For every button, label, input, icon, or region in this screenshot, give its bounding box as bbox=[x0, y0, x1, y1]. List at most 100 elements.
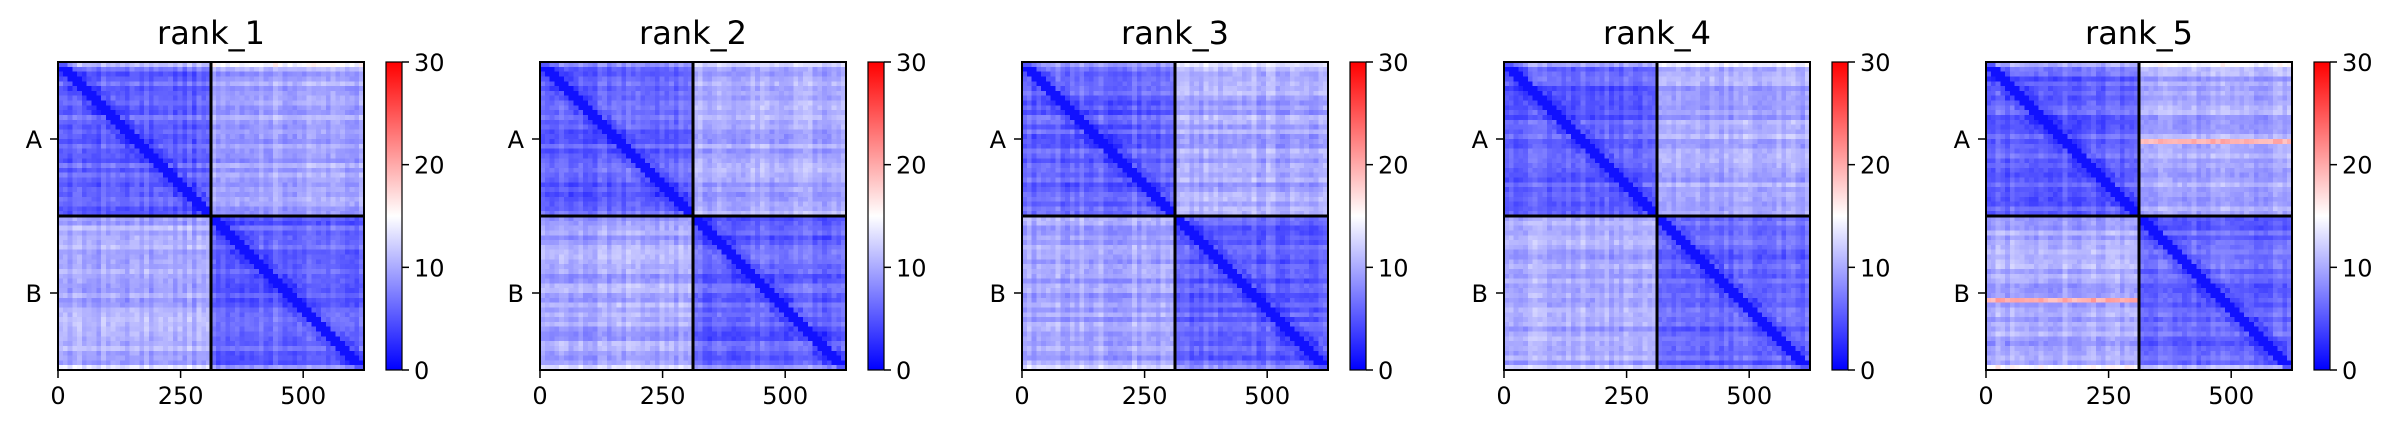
heatmap-cell bbox=[707, 95, 713, 102]
heatmap-cell bbox=[616, 81, 622, 87]
heatmap-cell bbox=[115, 283, 121, 289]
heatmap-cell bbox=[105, 254, 112, 260]
x-tick-label: 0 bbox=[50, 382, 65, 410]
heatmap-cell bbox=[297, 235, 303, 241]
heatmap-cell bbox=[91, 341, 97, 347]
colorbar-tick-label: 30 bbox=[414, 49, 445, 77]
heatmap-cell bbox=[297, 293, 303, 299]
heatmap-cell bbox=[320, 254, 327, 260]
heatmap-cell bbox=[58, 114, 64, 121]
heatmap-cell bbox=[263, 148, 269, 155]
heatmap-cell bbox=[254, 163, 260, 169]
heatmap-cell bbox=[254, 201, 260, 207]
heatmap-cell bbox=[220, 167, 226, 174]
heatmap-cell bbox=[115, 326, 121, 333]
heatmap-cell bbox=[201, 259, 207, 265]
heatmap-cell bbox=[798, 100, 804, 106]
heatmap-cell bbox=[230, 71, 236, 78]
heatmap-cell bbox=[287, 201, 293, 207]
heatmap-cell bbox=[630, 76, 637, 82]
heatmap-cell bbox=[167, 283, 174, 289]
heatmap-cells bbox=[58, 62, 365, 371]
heatmap-cell bbox=[330, 134, 336, 140]
heatmap-cell bbox=[320, 360, 327, 366]
heatmap-cell bbox=[306, 114, 313, 121]
heatmap-cell bbox=[62, 225, 69, 232]
heatmap-cell bbox=[249, 283, 255, 289]
heatmap-cell bbox=[91, 81, 97, 87]
heatmap-cell bbox=[540, 105, 546, 111]
heatmap-cell bbox=[292, 230, 298, 236]
heatmap-cell bbox=[316, 288, 322, 294]
heatmap-cell bbox=[124, 95, 131, 102]
heatmap-cell bbox=[96, 244, 102, 251]
heatmap-cell bbox=[301, 345, 308, 352]
heatmap-cell bbox=[62, 163, 69, 169]
heatmap-cell bbox=[148, 90, 155, 97]
heatmap-cell bbox=[158, 278, 164, 284]
heatmap-cell bbox=[163, 100, 169, 106]
heatmap-cell bbox=[807, 71, 814, 78]
heatmap-cell bbox=[277, 153, 284, 159]
heatmap-cell bbox=[726, 119, 732, 126]
heatmap-cell bbox=[67, 76, 73, 82]
heatmap-cell bbox=[301, 297, 308, 304]
heatmap-cell bbox=[58, 81, 64, 87]
heatmap-cell bbox=[215, 249, 222, 256]
heatmap-cell bbox=[712, 81, 718, 87]
heatmap-cell bbox=[330, 244, 336, 251]
heatmap-cell bbox=[654, 62, 661, 68]
heatmap-cell bbox=[163, 95, 169, 102]
heatmap-cell bbox=[148, 191, 155, 198]
heatmap-cell bbox=[124, 187, 131, 193]
heatmap-cell bbox=[258, 345, 265, 352]
heatmap-cell bbox=[316, 249, 322, 256]
heatmap-cell bbox=[110, 201, 116, 207]
heatmap-cell bbox=[62, 139, 69, 145]
heatmap-cell bbox=[163, 273, 169, 280]
heatmap-cell bbox=[158, 293, 164, 299]
heatmap-cell bbox=[77, 201, 83, 207]
heatmap-cell bbox=[211, 244, 217, 251]
heatmap-cell bbox=[359, 264, 365, 270]
heatmap-cell bbox=[120, 345, 126, 352]
heatmap-cell bbox=[544, 62, 551, 68]
heatmap-cell bbox=[220, 321, 226, 328]
heatmap-cell bbox=[559, 105, 565, 111]
heatmap-cell bbox=[153, 321, 160, 328]
heatmap-cell bbox=[153, 283, 160, 289]
heatmap-cell bbox=[592, 124, 598, 130]
heatmap-cell bbox=[62, 345, 69, 352]
heatmap-cell bbox=[153, 259, 160, 265]
heatmap-cell bbox=[316, 326, 322, 333]
heatmap-cell bbox=[587, 76, 594, 82]
heatmap-cell bbox=[587, 71, 594, 78]
heatmap-cell bbox=[163, 355, 169, 361]
heatmap-cell bbox=[277, 259, 284, 265]
heatmap-cell bbox=[58, 273, 64, 280]
heatmap-cell bbox=[263, 114, 269, 121]
heatmap-cell bbox=[72, 105, 78, 111]
heatmap-cell bbox=[177, 244, 183, 251]
heatmap-cell bbox=[120, 326, 126, 333]
heatmap-cell bbox=[359, 220, 365, 227]
heatmap-cell bbox=[129, 283, 136, 289]
heatmap-cell bbox=[669, 110, 675, 116]
heatmap-cell bbox=[335, 187, 341, 193]
heatmap-cell bbox=[239, 297, 246, 304]
heatmap-cell bbox=[101, 134, 107, 140]
heatmap-cell bbox=[330, 312, 336, 318]
heatmap-cell bbox=[320, 288, 327, 294]
heatmap-cell bbox=[831, 71, 838, 78]
heatmap-cell bbox=[167, 302, 174, 309]
heatmap-cell bbox=[58, 177, 64, 183]
heatmap-cell bbox=[578, 105, 584, 111]
heatmap-cell bbox=[234, 216, 241, 222]
heatmap-cell bbox=[172, 355, 179, 361]
heatmap-cell bbox=[344, 124, 351, 130]
heatmap-cell bbox=[344, 240, 351, 246]
heatmap-cell bbox=[688, 110, 694, 116]
heatmap-cell bbox=[96, 76, 102, 82]
heatmap-cell bbox=[72, 297, 78, 304]
heatmap-cell bbox=[344, 100, 351, 106]
